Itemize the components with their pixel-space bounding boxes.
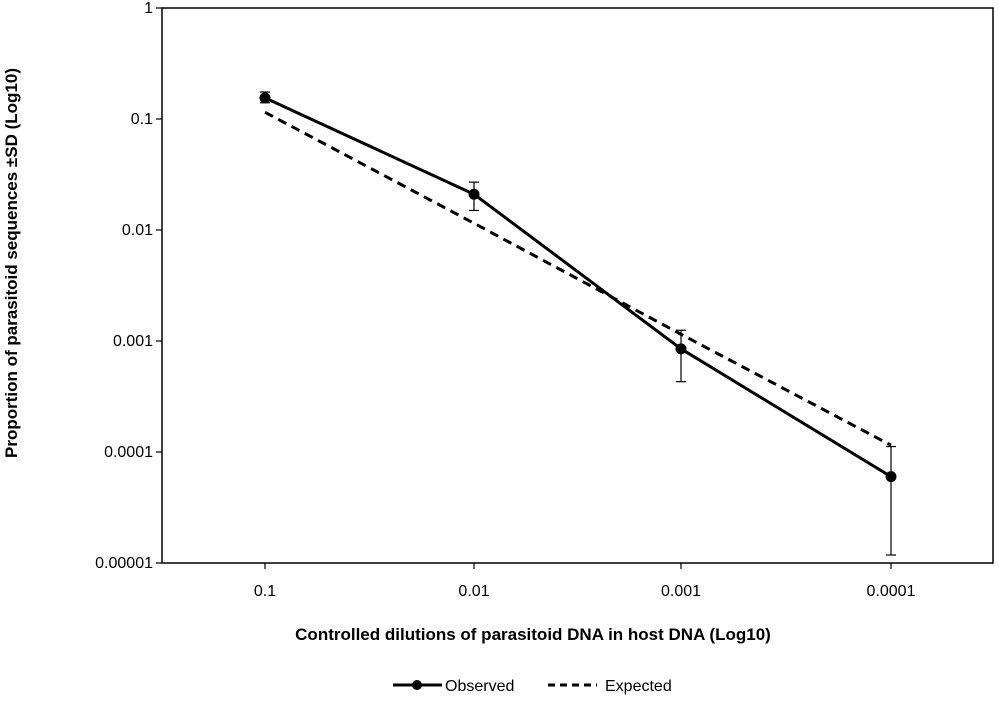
- plot-area-frame: [161, 7, 994, 564]
- series-layer: [259, 91, 897, 556]
- data-point-observed: [259, 92, 271, 104]
- y-tick-label: 0.01: [122, 222, 153, 239]
- data-point-observed: [885, 471, 897, 483]
- x-axis-title: Controlled dilutions of parasitoid DNA i…: [295, 625, 771, 644]
- legend-expected-label: Expected: [605, 678, 672, 695]
- y-tick-label: 1: [144, 0, 153, 17]
- legend: Observed Expected: [393, 678, 672, 695]
- legend-observed-label: Observed: [445, 678, 514, 695]
- series-line-expected: [264, 110, 892, 447]
- y-tick-label: 0.001: [113, 333, 153, 350]
- legend-observed-marker: [412, 680, 422, 690]
- y-tick-label: 0.00001: [95, 555, 153, 572]
- x-tick-label: 0.0001: [867, 583, 916, 600]
- y-tick-label: 0.0001: [104, 444, 153, 461]
- data-point-observed: [468, 188, 480, 200]
- x-tick-label: 0.01: [458, 583, 489, 600]
- y-axis-title: Proportion of parasitoid sequences ±SD (…: [2, 68, 21, 458]
- data-point-observed: [675, 343, 687, 355]
- x-tick-label: 0.1: [254, 583, 276, 600]
- y-tick-label: 0.1: [131, 111, 153, 128]
- y-axis-ticks: 1 0.1 0.01 0.001 0.0001 0.00001: [95, 0, 162, 572]
- x-axis-ticks: 0.1 0.01 0.001 0.0001: [254, 563, 916, 600]
- series-line-observed: [264, 96, 892, 478]
- x-tick-label: 0.001: [661, 583, 701, 600]
